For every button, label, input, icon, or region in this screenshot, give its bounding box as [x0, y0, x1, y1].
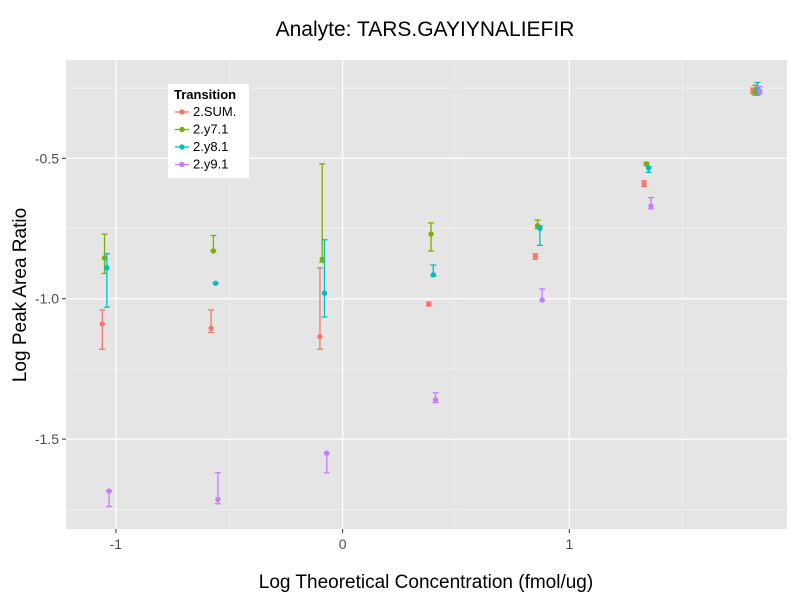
legend-key-point: [179, 109, 185, 115]
series-2.y9.1: [106, 86, 763, 508]
legend-key-point: [179, 126, 185, 133]
data-point: [757, 88, 763, 94]
data-point: [641, 180, 647, 187]
legend-key-point: [179, 144, 185, 150]
data-point: [426, 301, 432, 308]
data-point: [317, 333, 323, 340]
series-layer: [99, 81, 763, 508]
y-tick-label: -1.5: [35, 431, 59, 447]
y-tick-label: -0.5: [35, 150, 59, 166]
data-point: [532, 253, 539, 260]
data-point: [432, 397, 439, 403]
legend-key-point: [179, 161, 185, 168]
x-axis-ticks: -1 0 1: [110, 529, 573, 552]
data-point: [643, 161, 650, 167]
data-point: [210, 248, 217, 254]
y-tick-label: -1.0: [35, 291, 59, 307]
x-axis-title: Log Theoretical Concentration (fmol/ug): [259, 572, 593, 593]
data-point: [539, 297, 545, 303]
data-point: [319, 256, 325, 263]
data-point: [215, 496, 221, 503]
legend-item-2.y9.1: 2.y9.1: [175, 157, 228, 172]
legend-item-2.SUM.: 2.SUM.: [175, 104, 236, 119]
legend-item-2.y7.1: 2.y7.1: [175, 122, 228, 137]
data-point: [104, 265, 110, 271]
y-axis-title: Log Peak Area Ratio: [10, 208, 31, 382]
data-point: [324, 450, 330, 456]
data-point: [106, 488, 112, 494]
x-tick-label: 1: [565, 536, 573, 552]
legend-label: 2.y8.1: [193, 139, 228, 154]
legend-item-2.y8.1: 2.y8.1: [175, 139, 228, 154]
chart-title: Analyte: TARS.GAYIYNALIEFIR: [276, 18, 575, 41]
data-point: [428, 231, 434, 237]
x-tick-label: 0: [339, 536, 347, 552]
y-axis-ticks: -0.5 -1.0 -1.5: [35, 150, 66, 447]
legend-items: 2.SUM. 2.y7.1 2.y8.1 2.y9.1: [175, 104, 236, 172]
x-tick-label: -1: [110, 536, 123, 552]
data-point: [430, 272, 437, 278]
data-point: [645, 165, 652, 171]
data-point: [212, 280, 219, 286]
legend-label: 2.y7.1: [193, 122, 228, 137]
legend-label: 2.y9.1: [193, 157, 228, 172]
data-point: [99, 321, 105, 327]
legend-title: Transition: [174, 87, 236, 102]
legend-label: 2.SUM.: [193, 104, 236, 119]
series-2.y8.1: [103, 81, 761, 318]
legend: Transition 2.SUM. 2.y7.1 2.y8.1 2.y9.1: [168, 84, 249, 178]
data-point: [321, 290, 328, 296]
data-point: [648, 203, 654, 209]
data-point: [101, 255, 108, 261]
data-point: [208, 325, 214, 331]
data-point: [537, 225, 543, 232]
series-2.y7.1: [101, 84, 759, 275]
